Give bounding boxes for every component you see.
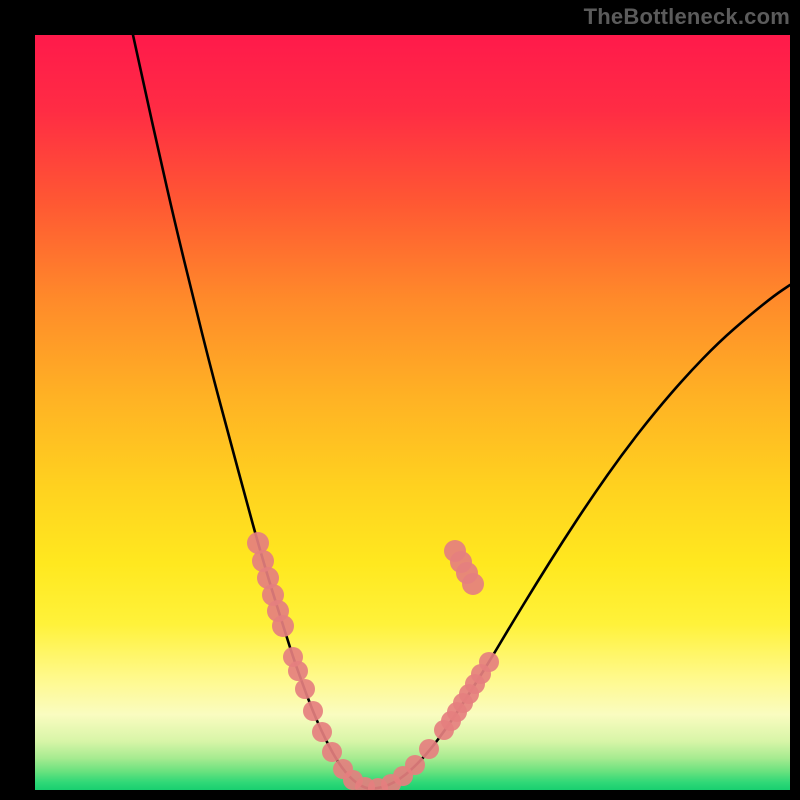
- plot-area: [35, 35, 790, 790]
- markers-layer: [35, 35, 790, 790]
- watermark-text: TheBottleneck.com: [584, 4, 790, 30]
